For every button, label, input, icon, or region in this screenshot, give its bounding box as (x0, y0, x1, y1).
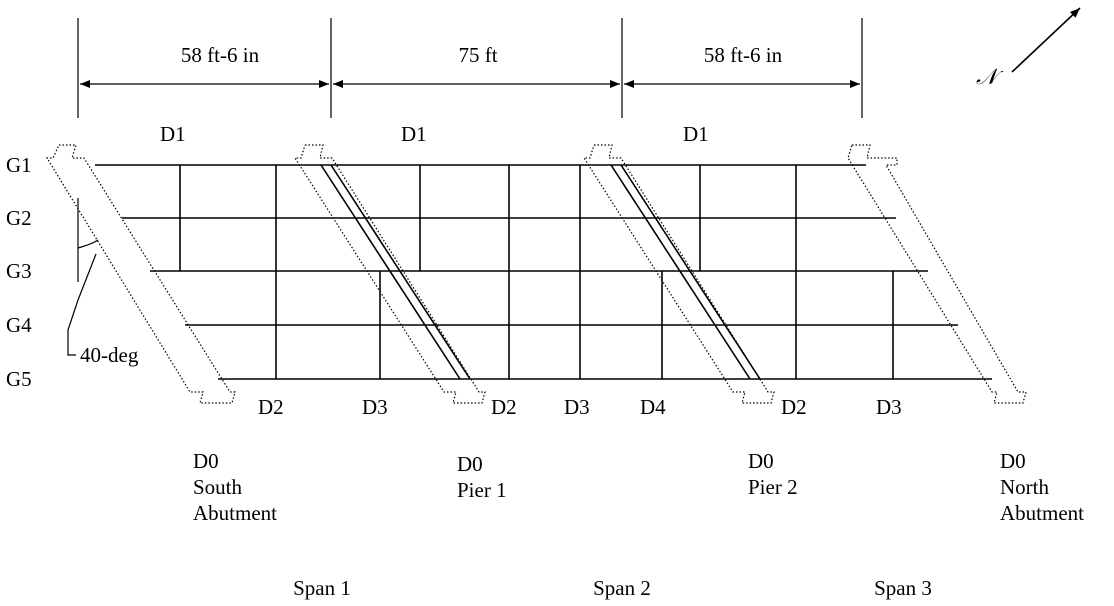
diaphragm-label-top: D1 (160, 122, 186, 146)
diaphragm-label-bottom: D3 (876, 395, 902, 419)
north-arrow-icon (1011, 7, 1081, 73)
support-label-line: Pier 1 (457, 478, 507, 502)
girder-label-g1: G1 (6, 153, 32, 177)
support-label-line: Abutment (193, 501, 277, 525)
south-abutment-support (45, 144, 236, 404)
dimension-label-span-1: 58 ft-6 in (181, 43, 260, 67)
support-label-line: Pier 2 (748, 475, 798, 499)
pier-1-support (293, 144, 486, 404)
support-label-line: South (193, 475, 243, 499)
girder-label-g4: G4 (6, 313, 32, 337)
dimension-label-span-3: 58 ft-6 in (704, 43, 783, 67)
pier-2-bearing-line (620, 164, 761, 380)
support-label-line: D0 (748, 449, 774, 473)
north-label: 𝒩 (976, 64, 1004, 89)
skew-leader-line (67, 253, 97, 356)
support-label-line: North (1000, 475, 1049, 499)
girder-label-g2: G2 (6, 206, 32, 230)
north-abutment-support (847, 144, 1027, 404)
span-label: Span 2 (593, 576, 651, 600)
span-label: Span 3 (874, 576, 932, 600)
girder-label-g3: G3 (6, 259, 32, 283)
diaphragm-label-bottom: D3 (564, 395, 590, 419)
diaphragm-label-top: D1 (683, 122, 709, 146)
support-label-pier-1: D0 Pier 1 (457, 452, 507, 502)
support-label-line: Abutment (1000, 501, 1084, 525)
diaphragm-label-bottom: D2 (258, 395, 284, 419)
dimension-label-span-2: 75 ft (458, 43, 497, 67)
skew-angle-label: 40-deg (80, 343, 139, 367)
support-label-south-abutment: D0 South Abutment (193, 449, 277, 525)
support-label-line: D0 (193, 449, 219, 473)
diaphragm-label-bottom: D3 (362, 395, 388, 419)
pier-2-bearing-line (610, 164, 751, 380)
girder-label-g5: G5 (6, 367, 32, 391)
span-label: Span 1 (293, 576, 351, 600)
diaphragm-label-top: D1 (401, 122, 427, 146)
support-label-north-abutment: D0 North Abutment (1000, 449, 1084, 525)
diaphragm-label-bottom: D2 (781, 395, 807, 419)
pier-1-bearing-line (320, 164, 461, 380)
pier-2-support (582, 144, 775, 404)
support-label-line: D0 (1000, 449, 1026, 473)
skew-angle-arc (77, 239, 99, 249)
support-label-pier-2: D0 Pier 2 (748, 449, 798, 499)
support-label-line: D0 (457, 452, 483, 476)
diaphragm-label-bottom: D4 (640, 395, 666, 419)
pier-1-bearing-line (330, 164, 471, 380)
diaphragm-label-bottom: D2 (491, 395, 517, 419)
